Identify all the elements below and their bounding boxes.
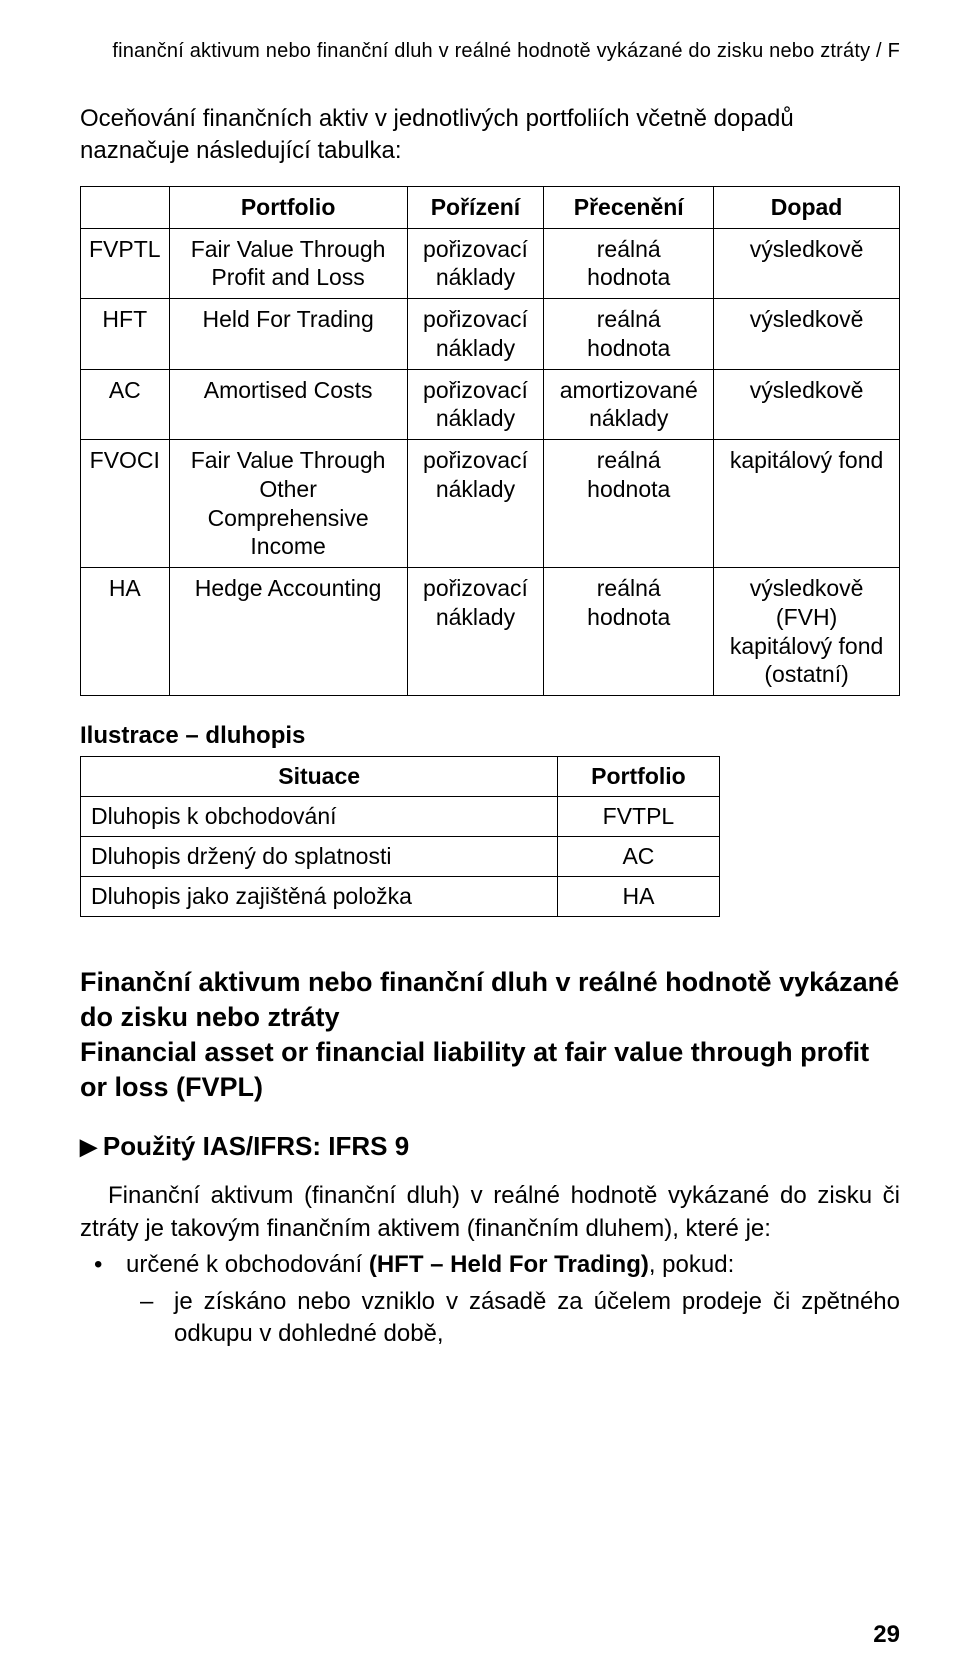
cell-reval: reálná hodnota: [544, 299, 714, 370]
cell-code: FVOCI: [81, 440, 170, 568]
cell-code: AC: [81, 369, 170, 440]
triangle-icon: ▶: [80, 1134, 97, 1160]
cell-portfolio: AC: [558, 837, 719, 877]
table-row: FVOCI Fair Value Through Other Comprehen…: [81, 440, 900, 568]
table-row: HA Hedge Accounting pořizovací náklady r…: [81, 568, 900, 696]
th-situation: Situace: [81, 757, 558, 797]
th-portfolio: Portfolio: [169, 186, 407, 228]
cell-portfolio: FVTPL: [558, 797, 719, 837]
cell-situation: Dluhopis držený do splatnosti: [81, 837, 558, 877]
section-title: Finanční aktivum nebo finanční dluh v re…: [80, 965, 900, 1105]
cell-reval: reálná hodnota: [544, 228, 714, 299]
intro-paragraph: Oceňování finančních aktiv v jednotlivýc…: [80, 103, 900, 168]
bullet-text-post: , pokud:: [649, 1251, 734, 1278]
cell-impact: kapitálový fond: [714, 440, 900, 568]
cell-acq: pořizovací náklady: [407, 568, 544, 696]
ifrs-used-line: ▶Použitý IAS/IFRS: IFRS 9: [80, 1131, 900, 1162]
running-head: finanční aktivum nebo finanční dluh v re…: [80, 40, 900, 63]
bullet-item: určené k obchodování (HFT – Held For Tra…: [80, 1249, 900, 1350]
dash-list: je získáno nebo vzniklo v zásadě za účel…: [126, 1286, 900, 1351]
cell-reval: reálná hodnota: [544, 440, 714, 568]
section-title-cz: Finanční aktivum nebo finanční dluh v re…: [80, 967, 899, 1032]
illustration-table: Situace Portfolio Dluhopis k obchodování…: [80, 756, 720, 917]
cell-situation: Dluhopis k obchodování: [81, 797, 558, 837]
valuation-table: Portfolio Pořízení Přecenění Dopad FVPTL…: [80, 186, 900, 696]
cell-impact: výsledkově: [714, 228, 900, 299]
cell-portfolio: HA: [558, 877, 719, 917]
table-header-row: Situace Portfolio: [81, 757, 720, 797]
page: finanční aktivum nebo finanční dluh v re…: [0, 0, 960, 1673]
cell-impact: výsledkově (FVH) kapitálový fond (ostatn…: [714, 568, 900, 696]
cell-portfolio: Held For Trading: [169, 299, 407, 370]
definition-paragraph: Finanční aktivum (finanční dluh) v reáln…: [80, 1180, 900, 1245]
page-number: 29: [873, 1621, 900, 1649]
th-blank: [81, 186, 170, 228]
th-acq: Pořízení: [407, 186, 544, 228]
bullet-text-pre: určené k obchodování: [126, 1251, 369, 1278]
cell-acq: pořizovací náklady: [407, 228, 544, 299]
cell-acq: pořizovací náklady: [407, 440, 544, 568]
cell-code: HFT: [81, 299, 170, 370]
table-row: Dluhopis k obchodování FVTPL: [81, 797, 720, 837]
table-row: Dluhopis držený do splatnosti AC: [81, 837, 720, 877]
table-header-row: Portfolio Pořízení Přecenění Dopad: [81, 186, 900, 228]
table-row: Dluhopis jako zajištěná položka HA: [81, 877, 720, 917]
dash-item: je získáno nebo vzniklo v zásadě za účel…: [126, 1286, 900, 1351]
table-row: FVPTL Fair Value Through Profit and Loss…: [81, 228, 900, 299]
cell-portfolio: Hedge Accounting: [169, 568, 407, 696]
cell-situation: Dluhopis jako zajištěná položka: [81, 877, 558, 917]
cell-portfolio: Amortised Costs: [169, 369, 407, 440]
cell-impact: výsledkově: [714, 299, 900, 370]
cell-acq: pořizovací náklady: [407, 369, 544, 440]
cell-code: FVPTL: [81, 228, 170, 299]
th-impact: Dopad: [714, 186, 900, 228]
table-row: HFT Held For Trading pořizovací náklady …: [81, 299, 900, 370]
illustration-heading: Ilustrace – dluhopis: [80, 722, 900, 750]
cell-reval: amortizované náklady: [544, 369, 714, 440]
cell-code: HA: [81, 568, 170, 696]
bullet-list: určené k obchodování (HFT – Held For Tra…: [80, 1249, 900, 1350]
cell-acq: pořizovací náklady: [407, 299, 544, 370]
cell-impact: výsledkově: [714, 369, 900, 440]
ifrs-text: Použitý IAS/IFRS: IFRS 9: [103, 1131, 409, 1161]
table-row: AC Amortised Costs pořizovací náklady am…: [81, 369, 900, 440]
th-portfolio: Portfolio: [558, 757, 719, 797]
cell-reval: reálná hodnota: [544, 568, 714, 696]
bullet-text-bold: (HFT – Held For Trading): [369, 1251, 649, 1278]
cell-portfolio: Fair Value Through Profit and Loss: [169, 228, 407, 299]
cell-portfolio: Fair Value Through Other Comprehensive I…: [169, 440, 407, 568]
th-reval: Přecenění: [544, 186, 714, 228]
section-title-en: Financial asset or financial liability a…: [80, 1037, 869, 1102]
